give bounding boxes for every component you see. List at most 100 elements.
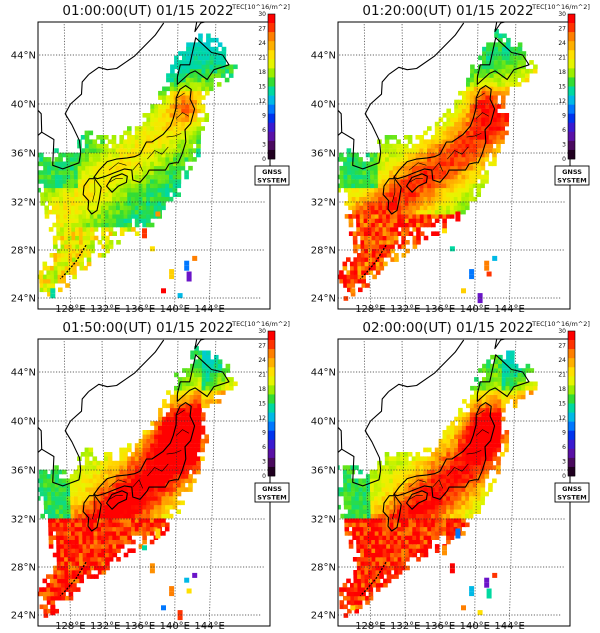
colorbar-tick-label: 0 (562, 156, 566, 163)
badge-line1: GNSS (562, 485, 582, 493)
colorbar-tick-label: 24 (558, 40, 566, 47)
longitude-label: 132°E (90, 621, 120, 632)
latitude-label: 40°N (11, 417, 36, 428)
latitude-label: 24°N (311, 294, 336, 305)
tec-data-cells (338, 350, 538, 618)
colorbar-tick-label: 24 (258, 40, 266, 47)
colorbar-tick-label: 12 (258, 415, 266, 422)
latitude-label: 32°N (11, 515, 36, 526)
colorbar-tick-label: 27 (258, 343, 266, 350)
colorbar-title: TEC[10^16/m^2] (231, 3, 290, 11)
latitude-label: 24°N (11, 611, 36, 622)
panel-title: 01:50:00(UT) 01/15 2022 (62, 320, 233, 336)
longitude-label: 128°E (55, 621, 85, 632)
colorbar-title: TEC[10^16/m^2] (531, 320, 590, 328)
colorbar-tick-label: 0 (562, 473, 566, 480)
coastlines (338, 339, 530, 597)
panel-title: 02:00:00(UT) 01/15 2022 (362, 320, 533, 336)
tec-map-panel: 01:00:00(UT) 01/15 2022 44°N 40°N 36°N 32°N 2… (0, 0, 300, 316)
tec-map-panel: 01:20:00(UT) 01/15 2022 44°N 40°N 36°N 32°N 2… (300, 0, 600, 316)
badge-line2: SYSTEM (257, 494, 286, 502)
colorbar-tick-label: 21 (258, 372, 266, 379)
longitude-label: 140°E (460, 621, 490, 632)
tec-map-svg: 02:00:00(UT) 01/15 2022 44°N 40°N 36°N 32°N 2… (311, 320, 590, 632)
colorbar-tick-label: 6 (562, 127, 566, 134)
longitude-label: 128°E (355, 304, 385, 315)
latitude-label: 36°N (311, 149, 336, 160)
longitude-label: 136°E (125, 621, 155, 632)
colorbar-tick-label: 15 (258, 84, 266, 91)
colorbar-tick-label: 9 (562, 113, 566, 120)
colorbar-tick-label: 27 (258, 26, 266, 33)
colorbar-tick-label: 3 (262, 459, 266, 466)
latitude-label: 32°N (311, 515, 336, 526)
colorbar-tick-label: 12 (258, 98, 266, 105)
colorbar-tick-label: 21 (558, 372, 566, 379)
latitude-label: 32°N (311, 198, 336, 209)
tec-outlier-cells (50, 528, 198, 621)
badge-line2: SYSTEM (557, 177, 586, 185)
colorbar-tick-label: 15 (258, 401, 266, 408)
colorbar-tick-label: 9 (262, 430, 266, 437)
coastlines (338, 22, 530, 280)
colorbar-tick-label: 27 (558, 343, 566, 350)
tec-outlier-cells (50, 211, 198, 299)
tec-data-cells (38, 33, 238, 297)
latitude-label: 28°N (311, 563, 336, 574)
map-frame (37, 21, 271, 310)
colorbar-tick-label: 30 (558, 328, 566, 335)
colorbar-tick-label: 3 (262, 142, 266, 149)
tec-data-cells (338, 29, 538, 301)
latitude-label: 44°N (311, 368, 336, 379)
colorbar-tick-label: 30 (558, 11, 566, 18)
tec-map-svg: 01:50:00(UT) 01/15 2022 44°N 40°N 36°N 32°N 2… (11, 320, 290, 632)
latitude-label: 28°N (11, 563, 36, 574)
latitude-label: 40°N (11, 100, 36, 111)
longitude-label: 132°E (390, 304, 420, 315)
colorbar-tick-label: 15 (558, 84, 566, 91)
tec-map-panel: 01:50:00(UT) 01/15 2022 44°N 40°N 36°N 32°N 2… (0, 317, 300, 633)
panel-title: 01:20:00(UT) 01/15 2022 (362, 3, 533, 19)
panel-title: 01:00:00(UT) 01/15 2022 (62, 3, 233, 19)
colorbar-tick-label: 0 (262, 156, 266, 163)
colorbar-tick-label: 9 (562, 430, 566, 437)
longitude-label: 144°E (194, 621, 224, 632)
tec-outlier-cells (350, 528, 498, 616)
colorbar-tick-label: 18 (258, 386, 266, 393)
longitude-label: 144°E (194, 304, 224, 315)
coastlines (38, 22, 230, 280)
colorbar-tick-label: 18 (558, 69, 566, 76)
colorbar-tick-label: 24 (558, 357, 566, 364)
colorbar-tick-label: 6 (562, 444, 566, 451)
colorbar-title: TEC[10^16/m^2] (231, 320, 290, 328)
colorbar-tick-label: 12 (558, 98, 566, 105)
tec-map-svg: 01:00:00(UT) 01/15 2022 44°N 40°N 36°N 32°N 2… (11, 3, 290, 315)
badge-line2: SYSTEM (257, 177, 286, 185)
latitude-label: 24°N (311, 611, 336, 622)
latitude-label: 28°N (311, 246, 336, 257)
tec-outlier-cells (350, 211, 498, 304)
longitude-label: 144°E (494, 621, 524, 632)
longitude-label: 136°E (425, 304, 455, 315)
longitude-label: 140°E (160, 621, 190, 632)
latitude-label: 28°N (11, 246, 36, 257)
graticule (338, 339, 570, 626)
longitude-label: 144°E (494, 304, 524, 315)
colorbar-title: TEC[10^16/m^2] (531, 3, 590, 11)
tec-map-svg: 01:20:00(UT) 01/15 2022 44°N 40°N 36°N 32°N 2… (311, 3, 590, 315)
latitude-label: 40°N (311, 100, 336, 111)
latitude-label: 44°N (311, 51, 336, 62)
colorbar-tick-label: 27 (558, 26, 566, 33)
colorbar-tick-label: 6 (262, 127, 266, 134)
graticule (38, 22, 270, 309)
colorbar-tick-label: 21 (558, 55, 566, 62)
graticule (338, 22, 570, 309)
